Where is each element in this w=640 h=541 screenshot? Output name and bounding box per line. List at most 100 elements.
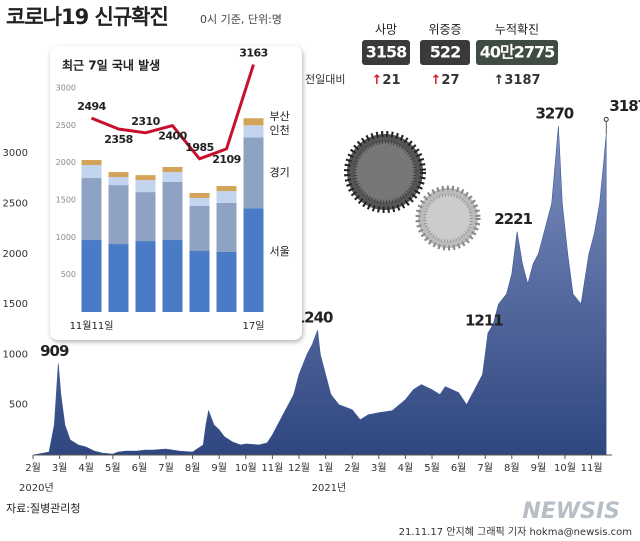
x-tick-label: 12월: [288, 462, 310, 474]
virus-decoration: [344, 131, 481, 251]
y-tick-label: 1000: [56, 233, 76, 242]
bar-segment: [81, 178, 102, 241]
bar-segment: [108, 185, 129, 245]
y-tick-label: 2000: [3, 249, 28, 260]
annotation: 2221: [494, 210, 532, 228]
x-tick-label: 3월: [52, 462, 68, 474]
area: [32, 125, 607, 456]
bar-segment: [81, 240, 102, 312]
source: 자료:질병관리청: [6, 502, 81, 515]
total-label: 2494: [77, 100, 106, 113]
bar-segment: [216, 202, 237, 252]
annotation: 3187: [609, 97, 640, 115]
x-tick-label: 7월: [158, 462, 174, 474]
stat-arrow: ↑: [372, 73, 383, 88]
y-tick-label: 3000: [3, 148, 28, 159]
stat-box: [476, 40, 558, 65]
stat-arrow: ↑: [431, 73, 442, 88]
bar-segment: [243, 208, 264, 312]
bar-segment: [216, 186, 237, 192]
stat-change-value: 21: [382, 73, 400, 88]
x-tick-label: 5월: [105, 462, 121, 474]
y-tick-label: 3000: [56, 84, 76, 93]
stat-name: 누적확진: [495, 23, 539, 37]
x-tick-label: 10월: [235, 462, 257, 474]
annotation: 1240: [295, 309, 333, 327]
bar-segment: [81, 165, 102, 179]
bar-segment: [216, 191, 237, 203]
x-tick-label: 1월: [318, 462, 334, 474]
bar-segment: [135, 180, 156, 193]
series-label: 부산: [270, 110, 290, 123]
bar-segment: [108, 172, 129, 178]
x-tick-label: 2월: [25, 462, 41, 474]
bar-segment: [162, 182, 183, 241]
x-tick-label: 9월: [211, 462, 227, 474]
bar-segment: [135, 241, 156, 312]
credit: 21.11.17 안지혜 그래픽 기자 hokma@newsis.com: [399, 526, 632, 538]
x-tick-label: 5월: [424, 462, 440, 474]
series-label: 경기: [270, 166, 290, 179]
y-tick-label: 1000: [3, 349, 28, 360]
stat-value: 40만2775: [480, 43, 555, 62]
y-tick-label: 2500: [56, 121, 76, 130]
y-tick-label: 500: [9, 400, 28, 411]
x-tick-label: 4월: [78, 462, 94, 474]
bar-segment: [243, 137, 264, 209]
stat-name: 위중증: [428, 23, 461, 37]
stat-arrow: ↑: [493, 73, 504, 88]
inset-title: 최근 7일 국내 발생: [62, 58, 160, 73]
bar-segment: [189, 250, 210, 312]
x-tick-label: 17일: [243, 320, 265, 332]
stat-box: [420, 40, 470, 65]
x-tick-label: 11월: [581, 462, 603, 474]
annotation: 909: [40, 342, 69, 360]
compare-label: 전일대비: [305, 72, 345, 86]
stat-change-value: 27: [441, 73, 459, 88]
series-label: 인천: [270, 123, 290, 137]
y-tick-label: 1500: [56, 196, 76, 205]
annotation: 1211: [465, 312, 503, 330]
bar-segment: [162, 240, 183, 312]
year-label: 2020년: [19, 482, 54, 494]
x-tick-label: 10월: [554, 462, 576, 474]
y-tick-label: 1500: [3, 299, 28, 310]
x-tick-label: 11월11일: [70, 320, 114, 332]
subtitle: 0시 기준, 단위:명: [200, 13, 282, 26]
x-tick-label: 9월: [531, 462, 547, 474]
bar-segment: [108, 244, 129, 312]
x-tick-label: 6월: [451, 462, 467, 474]
x-tick-label: 6월: [132, 462, 148, 474]
y-tick-label: 500: [61, 270, 76, 279]
stat-change: ↑3187: [493, 73, 540, 88]
series-label: 서울: [270, 245, 290, 258]
x-tick-label: 2월: [344, 462, 360, 474]
x-tick-label: 7월: [477, 462, 493, 474]
bar-segment: [81, 160, 102, 166]
stat-value: 3158: [366, 43, 407, 62]
bar-segment: [108, 177, 129, 186]
annotation-marker: [603, 116, 609, 122]
total-label: 3163: [239, 47, 268, 60]
bar-segment: [243, 118, 264, 126]
x-tick-label: 3월: [371, 462, 387, 474]
total-label: 2310: [131, 115, 160, 128]
x-tick-label: 4월: [398, 462, 414, 474]
y-tick-label: 2000: [56, 158, 76, 167]
watermark: NEWSIS: [522, 499, 620, 524]
bar-segment: [135, 192, 156, 242]
stat-value: 522: [430, 43, 460, 62]
annotation: 3270: [535, 105, 573, 123]
stat-change: ↑27: [431, 73, 460, 88]
stat-name: 사망: [375, 23, 397, 37]
x-tick-label: 11월: [261, 462, 283, 474]
bar-segment: [189, 197, 210, 206]
total-line: [90, 64, 255, 161]
x-tick-label: 8월: [185, 462, 201, 474]
y-tick-label: 2500: [3, 198, 28, 209]
inset-chart: 최근 7일 국내 발생 500 1000 1500 2000 2500 3000 11월11…: [56, 47, 290, 332]
total-label: 2109: [212, 153, 241, 166]
x-tick-label: 8월: [504, 462, 520, 474]
